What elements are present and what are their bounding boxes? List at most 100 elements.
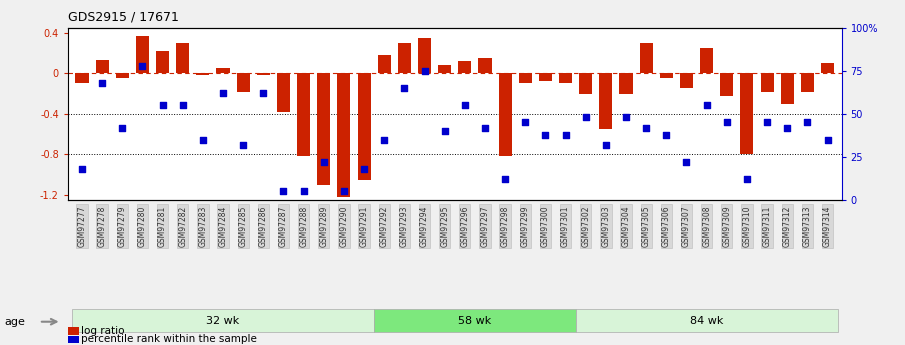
Text: GDS2915 / 17671: GDS2915 / 17671 [68, 10, 179, 23]
Text: GSM97308: GSM97308 [702, 206, 711, 247]
Bar [257, 73, 270, 75]
Text: GSM97298: GSM97298 [500, 206, 510, 247]
Text: GSM97310: GSM97310 [742, 206, 751, 247]
Point [538, 132, 553, 137]
Text: GSM97312: GSM97312 [783, 206, 792, 247]
Point [75, 166, 90, 172]
Bar [196, 73, 209, 75]
Text: GSM97294: GSM97294 [420, 206, 429, 247]
Bar [136, 36, 149, 73]
Text: GSM97292: GSM97292 [380, 206, 389, 247]
Bar [640, 43, 653, 73]
Point [176, 102, 190, 108]
Point [297, 189, 311, 194]
Text: 58 wk: 58 wk [458, 316, 491, 325]
Bar [579, 73, 592, 93]
Point [800, 120, 814, 125]
Point [397, 85, 412, 91]
Bar [700, 48, 713, 73]
Text: 32 wk: 32 wk [206, 316, 240, 325]
Point [739, 177, 754, 182]
Text: GSM97291: GSM97291 [359, 206, 368, 247]
Text: GSM97289: GSM97289 [319, 206, 329, 247]
Point [236, 142, 251, 148]
Bar [116, 73, 129, 78]
Text: GSM97282: GSM97282 [178, 206, 187, 247]
Bar [599, 73, 613, 129]
Text: GSM97287: GSM97287 [279, 206, 288, 247]
Bar [297, 73, 310, 157]
Point [478, 125, 492, 130]
Point [357, 166, 371, 172]
Text: GSM97296: GSM97296 [461, 206, 470, 247]
Text: GSM97300: GSM97300 [541, 206, 550, 247]
Text: GSM97293: GSM97293 [400, 206, 409, 247]
Point [256, 90, 271, 96]
FancyBboxPatch shape [71, 309, 374, 332]
Point [780, 125, 795, 130]
FancyBboxPatch shape [374, 309, 576, 332]
Text: GSM97299: GSM97299 [520, 206, 529, 247]
Text: GSM97283: GSM97283 [198, 206, 207, 247]
Text: GSM97304: GSM97304 [622, 206, 631, 247]
Bar [438, 65, 452, 73]
Bar [740, 73, 754, 155]
Bar [620, 73, 633, 93]
Bar [236, 73, 250, 91]
Bar [176, 43, 189, 73]
Text: GSM97297: GSM97297 [481, 206, 490, 247]
Point [195, 137, 210, 142]
Point [558, 132, 573, 137]
Bar [538, 73, 552, 81]
Text: GSM97285: GSM97285 [239, 206, 248, 247]
Text: GSM97286: GSM97286 [259, 206, 268, 247]
Point [276, 189, 291, 194]
Point [156, 102, 170, 108]
Text: GSM97277: GSM97277 [78, 206, 87, 247]
Point [619, 115, 634, 120]
Point [377, 137, 392, 142]
Point [598, 142, 613, 148]
Text: GSM97313: GSM97313 [803, 206, 812, 247]
Text: GSM97288: GSM97288 [300, 206, 308, 247]
FancyBboxPatch shape [576, 309, 838, 332]
Bar [680, 73, 693, 88]
Bar [338, 73, 350, 197]
Text: 84 wk: 84 wk [690, 316, 723, 325]
Text: GSM97301: GSM97301 [561, 206, 570, 247]
Point [518, 120, 532, 125]
Bar [559, 73, 572, 83]
Text: GSM97307: GSM97307 [682, 206, 691, 247]
Bar [499, 73, 511, 157]
Point [498, 177, 512, 182]
Text: GSM97302: GSM97302 [581, 206, 590, 247]
Text: GSM97284: GSM97284 [218, 206, 227, 247]
Point [95, 80, 110, 86]
Point [578, 115, 593, 120]
Text: log ratio: log ratio [81, 326, 125, 336]
Bar [357, 73, 371, 180]
Point [700, 102, 714, 108]
Text: GSM97314: GSM97314 [823, 206, 832, 247]
Text: GSM97280: GSM97280 [138, 206, 147, 247]
Text: GSM97311: GSM97311 [763, 206, 772, 247]
Bar [760, 73, 774, 91]
Bar [398, 43, 411, 73]
Text: GSM97290: GSM97290 [339, 206, 348, 247]
Text: GSM97279: GSM97279 [118, 206, 127, 247]
Bar [216, 68, 230, 73]
Point [719, 120, 734, 125]
Bar [519, 73, 532, 83]
Point [215, 90, 230, 96]
Bar [458, 61, 472, 73]
Bar [318, 73, 330, 185]
Point [458, 102, 472, 108]
Point [680, 159, 694, 165]
Bar [660, 73, 673, 78]
Bar [418, 38, 431, 73]
Bar [96, 60, 109, 73]
Point [760, 120, 775, 125]
Text: GSM97306: GSM97306 [662, 206, 671, 247]
Text: GSM97281: GSM97281 [158, 206, 167, 247]
Text: GSM97295: GSM97295 [440, 206, 449, 247]
